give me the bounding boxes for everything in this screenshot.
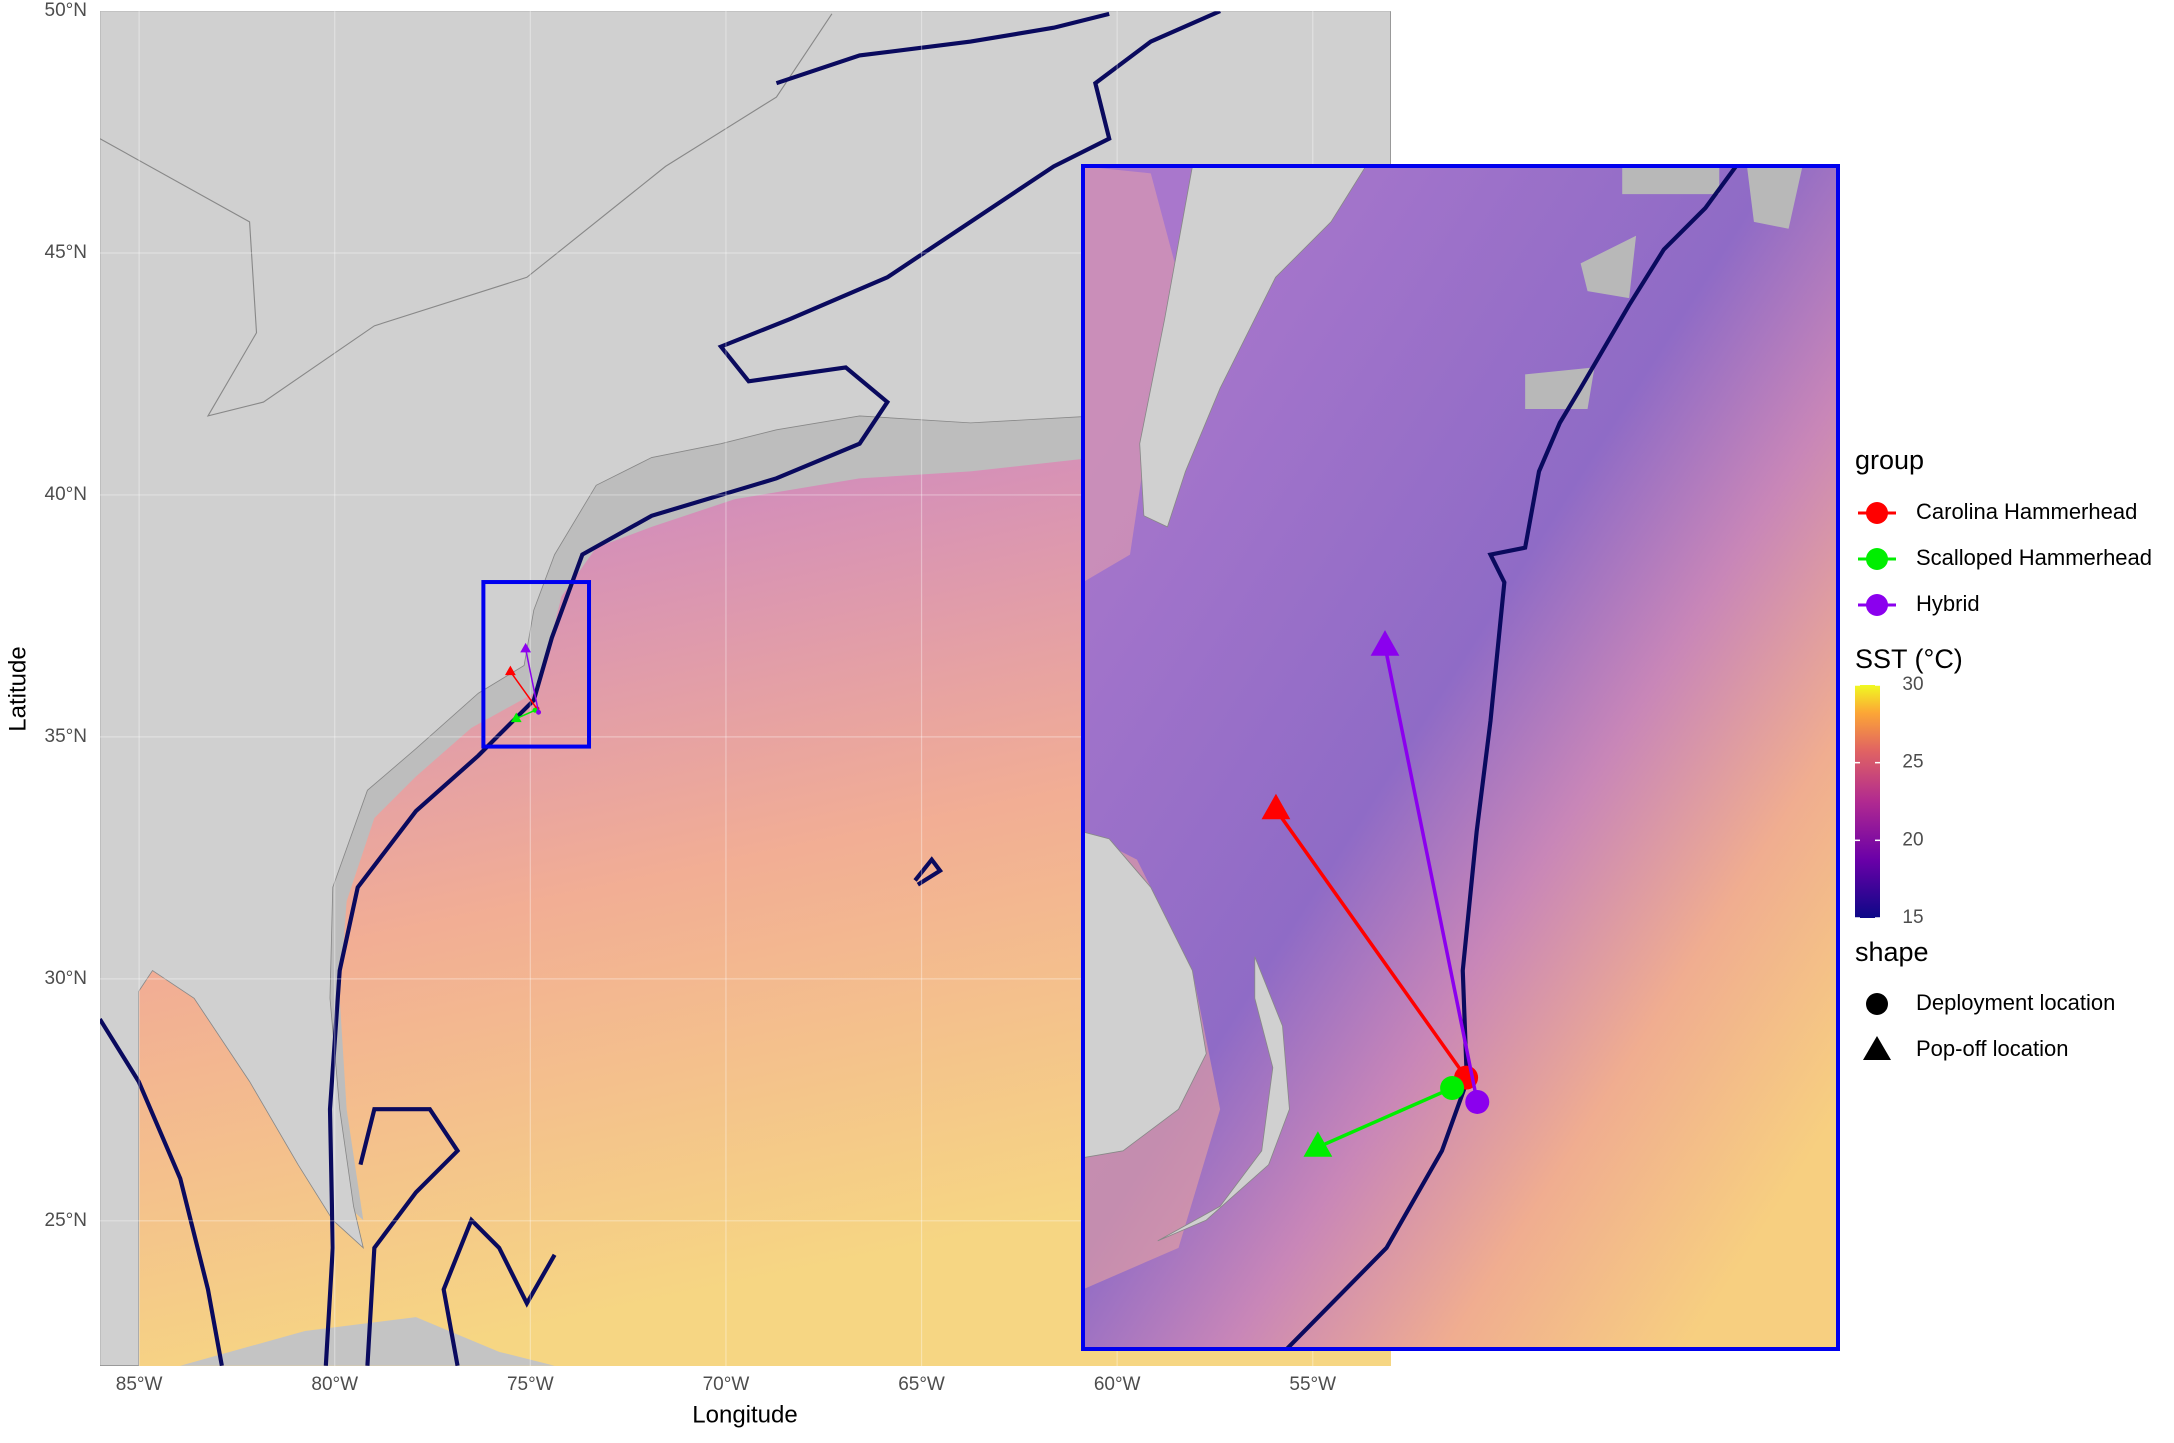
colorbar-label: 20 bbox=[1902, 829, 1923, 850]
colorbar-label: 30 bbox=[1902, 674, 1923, 695]
y-tick-label: 30°N bbox=[45, 968, 87, 989]
y-tick-label: 40°N bbox=[45, 484, 87, 505]
warm-water bbox=[1083, 166, 1179, 583]
y-tick-label: 50°N bbox=[45, 0, 87, 21]
x-axis-title: Longitude bbox=[692, 1401, 797, 1428]
deployment-marker bbox=[1465, 1089, 1490, 1114]
popoff-marker bbox=[520, 642, 532, 653]
legend-label: Pop-off location bbox=[1916, 1036, 2068, 1061]
inset-map bbox=[1083, 166, 1838, 1349]
y-tick-label: 45°N bbox=[45, 242, 87, 263]
colorbar-label: 15 bbox=[1902, 907, 1923, 928]
legend-key bbox=[1866, 594, 1888, 616]
legend-key bbox=[1866, 993, 1888, 1015]
track-line bbox=[1317, 1086, 1453, 1149]
x-tick-label: 80°W bbox=[311, 1374, 358, 1395]
legend-title: group bbox=[1855, 445, 1924, 475]
inset-frame bbox=[1081, 164, 1840, 1351]
legend-label: Carolina Hammerhead bbox=[1916, 499, 2137, 524]
legend-key bbox=[1866, 502, 1888, 524]
colorbar bbox=[1855, 685, 1880, 918]
popoff-marker bbox=[504, 665, 516, 676]
track-line bbox=[1274, 808, 1468, 1079]
track-line bbox=[515, 709, 536, 720]
y-tick-label: 35°N bbox=[45, 726, 87, 747]
inset-tracks bbox=[1261, 630, 1490, 1157]
legend-label: Hybrid bbox=[1916, 591, 1980, 616]
basemap bbox=[100, 11, 1391, 1366]
x-tick-label: 75°W bbox=[507, 1374, 554, 1395]
contour-line bbox=[100, 11, 1221, 1366]
grid bbox=[100, 10, 1391, 1366]
x-tick-label: 65°W bbox=[898, 1374, 945, 1395]
y-tick-label: 25°N bbox=[45, 1210, 87, 1231]
popoff-marker bbox=[510, 712, 522, 723]
x-tick-label: 55°W bbox=[1289, 1374, 1336, 1395]
main-tracks bbox=[504, 642, 542, 723]
legend-label: Scalloped Hammerhead bbox=[1916, 545, 2152, 570]
x-tick-label: 85°W bbox=[116, 1374, 163, 1395]
x-tick-label: 70°W bbox=[703, 1374, 750, 1395]
popoff-marker bbox=[1303, 1131, 1333, 1157]
cloud-gap bbox=[1525, 166, 1803, 410]
inset-basemap bbox=[1083, 166, 1803, 1349]
border bbox=[100, 13, 833, 417]
x-tick-label: 60°W bbox=[1094, 1374, 1141, 1395]
inset-box bbox=[481, 580, 592, 749]
deployment-marker bbox=[1440, 1076, 1465, 1101]
deployment-marker bbox=[536, 709, 542, 715]
legend-label: Deployment location bbox=[1916, 990, 2115, 1015]
legend-title: shape bbox=[1855, 937, 1929, 967]
contour-line bbox=[1285, 166, 1738, 1349]
legend-key bbox=[1863, 1036, 1891, 1060]
y-axis-title: Latitude bbox=[4, 646, 31, 731]
legend-title: SST (°C) bbox=[1855, 644, 1963, 674]
colorbar-label: 25 bbox=[1902, 752, 1923, 773]
popoff-marker bbox=[1370, 630, 1400, 656]
popoff-marker bbox=[1261, 793, 1291, 820]
land bbox=[1083, 831, 1207, 1159]
land bbox=[100, 11, 1391, 1366]
track-line bbox=[1383, 645, 1479, 1103]
track-line bbox=[509, 671, 538, 710]
legend: Carolina Hammerhead Scalloped Hammerhead H… bbox=[1855, 499, 2152, 928]
land bbox=[1139, 166, 1367, 528]
legend-key bbox=[1866, 548, 1888, 570]
track-line bbox=[524, 648, 540, 713]
island bbox=[1157, 956, 1290, 1242]
